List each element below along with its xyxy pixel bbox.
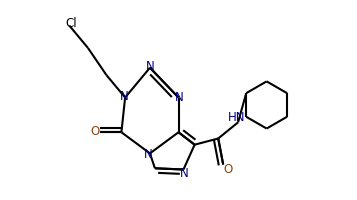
Text: O: O	[90, 125, 100, 138]
Text: N: N	[180, 167, 189, 180]
Text: N: N	[144, 148, 153, 161]
Text: Cl: Cl	[65, 17, 77, 30]
Text: HN: HN	[228, 111, 246, 124]
Text: O: O	[223, 163, 233, 176]
Text: N: N	[120, 90, 128, 103]
Text: N: N	[146, 60, 154, 73]
Text: N: N	[175, 91, 184, 104]
